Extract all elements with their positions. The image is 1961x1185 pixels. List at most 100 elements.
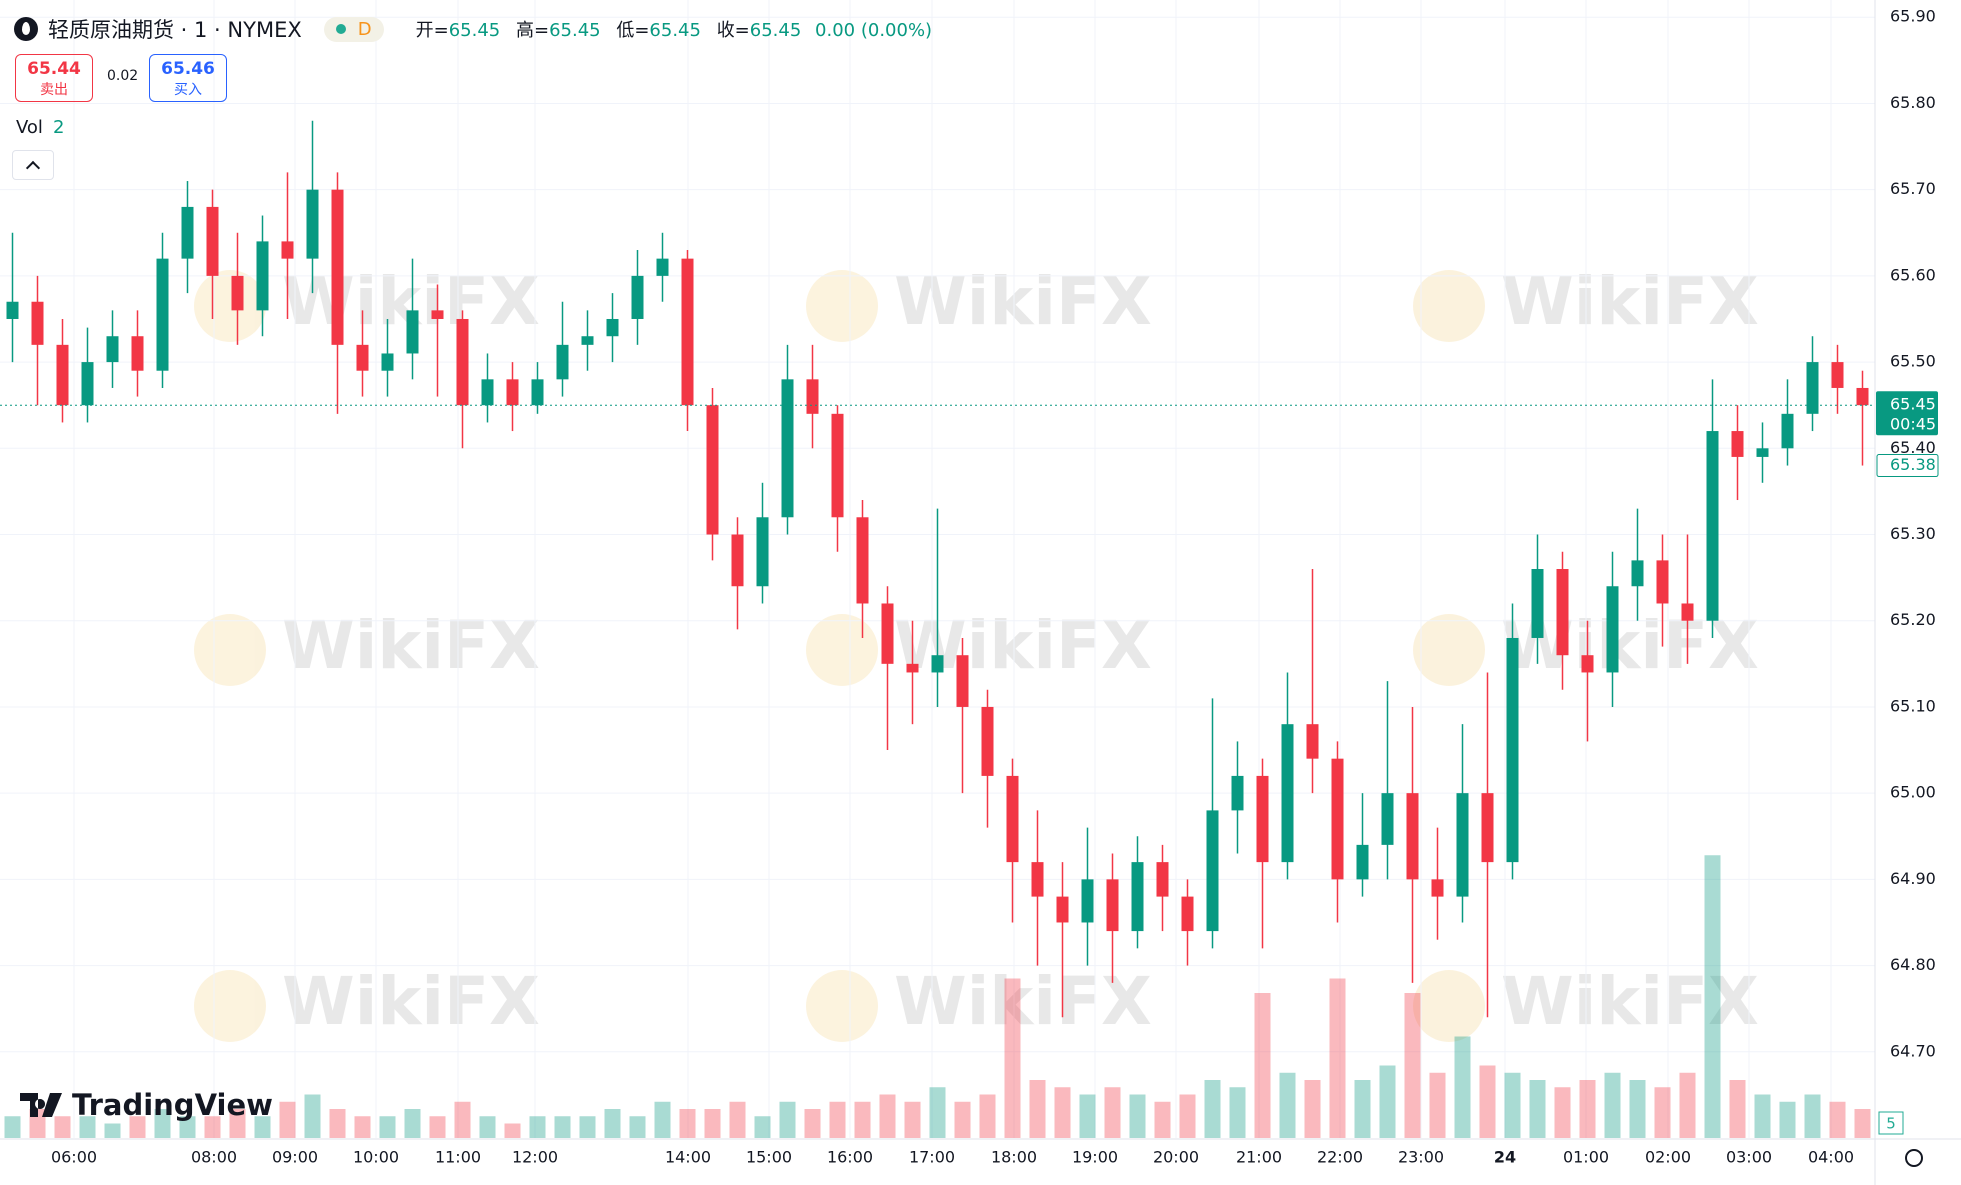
volume-scale-box xyxy=(1878,1111,1904,1135)
volume-scale-label: 5 xyxy=(1886,1115,1896,1133)
symbol-icon xyxy=(14,17,38,41)
volume-bar xyxy=(1029,1080,1046,1138)
interval-badge[interactable]: D xyxy=(323,16,384,42)
candle-body xyxy=(1731,431,1744,457)
watermark: WikiFX xyxy=(806,963,1152,1042)
volume-bar xyxy=(629,1116,646,1138)
candle-body xyxy=(1406,793,1419,880)
brand-logo[interactable]: TradingView xyxy=(20,1088,273,1122)
volume-bar xyxy=(1404,993,1421,1138)
volume-bar xyxy=(1479,1065,1496,1138)
y-tick-label: 65.40 xyxy=(1890,438,1936,457)
candle-body xyxy=(281,241,294,259)
volume-bar xyxy=(904,1101,921,1138)
volume-bar xyxy=(829,1101,846,1138)
candle-body xyxy=(1431,879,1444,897)
symbol-name[interactable]: 轻质原油期货 · 1 · NYMEX xyxy=(48,18,302,42)
candle-body xyxy=(1581,655,1594,673)
watermark-logo xyxy=(194,270,266,342)
watermark-text: WikiFX xyxy=(1501,263,1759,340)
candle-body xyxy=(306,189,319,259)
watermark-logo xyxy=(806,270,878,342)
collapse-button[interactable] xyxy=(12,150,54,180)
ohlc-value: 65.45 xyxy=(649,20,701,41)
x-tick-label: 19:00 xyxy=(1072,1148,1118,1167)
volume-bar xyxy=(604,1109,621,1138)
x-tick-label: 06:00 xyxy=(51,1148,97,1167)
y-tick-label: 64.80 xyxy=(1890,955,1936,974)
ohlc-label: 低= xyxy=(616,20,650,41)
watermark-text: WikiFX xyxy=(894,607,1152,684)
buy-price: 65.46 xyxy=(161,59,215,79)
candle-body xyxy=(1806,362,1819,414)
volume-bar xyxy=(529,1116,546,1138)
volume-bar xyxy=(429,1116,446,1138)
volume-bar xyxy=(679,1109,696,1138)
candle-body xyxy=(1381,793,1394,845)
ohlc-label: 高= xyxy=(515,20,550,41)
candle-body xyxy=(981,706,994,776)
volume-bar xyxy=(1104,1087,1121,1138)
brand-name: TradingView xyxy=(72,1088,273,1122)
candle-body xyxy=(1131,862,1144,932)
candle-body xyxy=(206,206,219,276)
volume-bar xyxy=(1779,1101,1796,1138)
candle-body xyxy=(1181,896,1194,932)
candle-body xyxy=(156,258,169,371)
volume-bar xyxy=(179,1116,196,1138)
volume-bar xyxy=(54,1116,71,1138)
candle-body xyxy=(1456,793,1469,897)
volume-bar xyxy=(1504,1072,1521,1138)
volume-bar xyxy=(304,1094,321,1138)
candle-body xyxy=(1281,724,1294,863)
volume-bar xyxy=(1429,1072,1446,1138)
candle-body xyxy=(1256,775,1269,863)
candle-body xyxy=(1756,448,1769,457)
candle-body xyxy=(1556,569,1569,656)
volume-bar xyxy=(704,1109,721,1138)
x-tick-label: 11:00 xyxy=(435,1148,481,1167)
candle-body xyxy=(606,318,619,337)
ohlc-legend: 开=65.45 高=65.45 低=65.45 收=65.45 0.00 (0.… xyxy=(406,16,932,42)
volume-legend: Vol 2 xyxy=(16,117,64,138)
volume-bar xyxy=(1754,1094,1771,1138)
volume-bar xyxy=(1579,1080,1596,1138)
settings-icon[interactable] xyxy=(1905,1149,1923,1167)
watermark: WikiFX xyxy=(194,607,540,686)
watermark-logo xyxy=(194,970,266,1042)
ohlc-value: 65.45 xyxy=(549,20,601,41)
candle-body xyxy=(1831,362,1844,388)
y-tick-label: 65.30 xyxy=(1890,524,1936,543)
volume-bar xyxy=(279,1101,296,1138)
candle-body xyxy=(1006,775,1019,863)
sell-price: 65.44 xyxy=(27,59,81,79)
watermark: WikiFX xyxy=(1413,963,1759,1042)
volume-bar xyxy=(1854,1109,1871,1138)
buy-button[interactable]: 65.46 买入 xyxy=(149,54,227,102)
sell-button[interactable]: 65.44 卖出 xyxy=(15,54,93,102)
candle-body xyxy=(856,517,869,604)
volume-bar xyxy=(554,1116,571,1138)
volume-bar xyxy=(379,1116,396,1138)
candle-body xyxy=(1356,844,1369,880)
volume-bar xyxy=(954,1101,971,1138)
y-tick-label: 65.60 xyxy=(1890,265,1936,284)
watermark: WikiFX xyxy=(194,263,540,342)
volume-bar xyxy=(1604,1072,1621,1138)
candle-body xyxy=(1706,431,1719,621)
volume-bar xyxy=(879,1094,896,1138)
volume-bar xyxy=(1204,1080,1221,1138)
volume-bar xyxy=(1004,978,1021,1138)
x-tick-label: 12:00 xyxy=(512,1148,558,1167)
candle-body xyxy=(1781,413,1794,449)
candle-body xyxy=(956,655,969,707)
y-tick-label: 65.10 xyxy=(1890,696,1936,715)
volume-bar xyxy=(254,1116,271,1138)
x-tick-label: 20:00 xyxy=(1153,1148,1199,1167)
candle-body xyxy=(406,310,419,354)
volume-bar xyxy=(4,1116,21,1138)
volume-bar xyxy=(1054,1087,1071,1138)
candle-body xyxy=(1856,387,1869,406)
volume-bar xyxy=(404,1109,421,1138)
